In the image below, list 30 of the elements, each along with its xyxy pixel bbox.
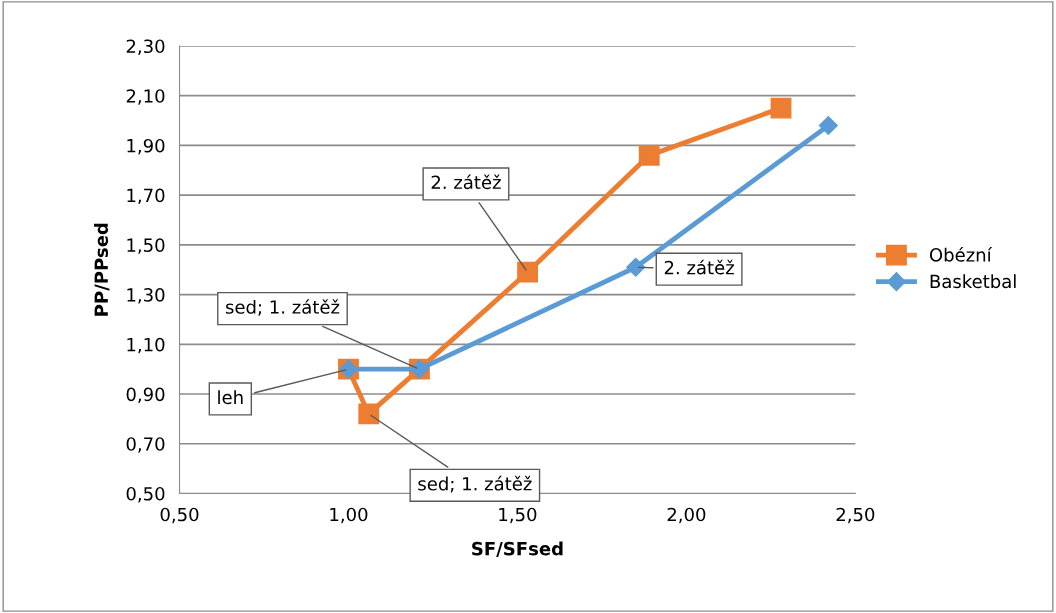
x-tick-label: 2,50 xyxy=(836,507,875,524)
y-tick-label: 2,30 xyxy=(126,39,165,55)
x-tick-label: 1,00 xyxy=(330,507,368,524)
annotation: sed; 1. zátěž xyxy=(418,475,532,493)
x-tick-label: 2,00 xyxy=(667,507,706,524)
point xyxy=(517,261,538,283)
y-axis-title: PP/PPsed xyxy=(94,223,110,316)
x-axis-title: SF/SFsed xyxy=(472,541,563,557)
y-tick-label: 0,70 xyxy=(126,437,165,453)
y-tick-label: 2,10 xyxy=(126,89,165,105)
point xyxy=(626,257,646,277)
legend-label: Basketbal xyxy=(930,274,1016,289)
y-tick-label: 0,50 xyxy=(126,486,165,503)
y-tick-label: 1,70 xyxy=(127,188,165,205)
point xyxy=(770,97,792,119)
y-tick-label: 1,10 xyxy=(127,337,165,354)
y-tick-label: 1,90 xyxy=(127,138,165,155)
point xyxy=(818,115,838,136)
point xyxy=(638,144,660,166)
y-tick-label: 0,90 xyxy=(126,387,165,403)
x-tick-label: 0,50 xyxy=(160,507,199,524)
annotation: 2. zátěž xyxy=(431,174,501,190)
annotation: 2. zátěž xyxy=(664,259,734,275)
point xyxy=(358,403,380,425)
y-tick-label: 1,30 xyxy=(127,288,165,304)
annotation: sed; 1. zátěž xyxy=(225,299,340,316)
legend-label: Obézní xyxy=(929,247,993,262)
x-tick-label: 1,50 xyxy=(499,507,537,524)
annotation: leh xyxy=(218,390,243,405)
y-tick-label: 1,50 xyxy=(127,238,165,254)
